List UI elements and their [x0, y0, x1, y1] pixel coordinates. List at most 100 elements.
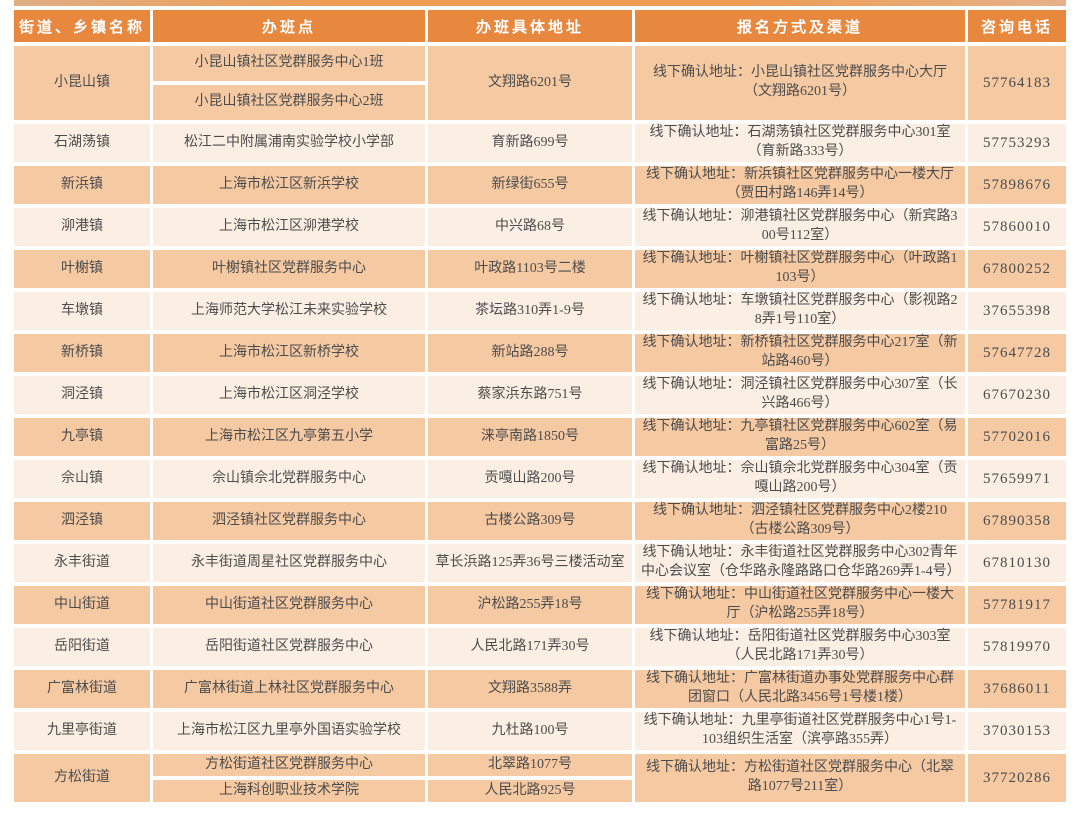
site-cell: 小昆山镇社区党群服务中心1班 — [153, 46, 425, 81]
table-row: 广富林街道 广富林街道上林社区党群服务中心 文翔路3588弄 线下确认地址：广富… — [14, 670, 1066, 708]
phone-cell: 37686011 — [968, 670, 1066, 708]
phone-cell: 67810130 — [968, 544, 1066, 582]
registration-cell: 线下确认地址：九里亭街道社区党群服务中心1号1-103组织生活室（滨亭路355弄… — [635, 712, 965, 750]
town-cell: 新桥镇 — [14, 334, 150, 372]
phone-cell: 57781917 — [968, 586, 1066, 624]
registration-cell: 线下确认地址：佘山镇佘北党群服务中心304室（贡嘎山路200号） — [635, 460, 965, 498]
registration-cell: 线下确认地址：新桥镇社区党群服务中心217室（新站路460号） — [635, 334, 965, 372]
site-cell: 上海科创职业技术学院 — [153, 780, 425, 802]
table-subrow: 上海科创职业技术学院 人民北路925号 — [14, 780, 1066, 802]
town-cell: 新浜镇 — [14, 166, 150, 204]
address-cell: 文翔路3588弄 — [428, 670, 632, 708]
phone-cell: 57898676 — [968, 166, 1066, 204]
header-cell-address: 办班具体地址 — [428, 10, 632, 42]
phone-cell: 57647728 — [968, 334, 1066, 372]
table-row: 九亭镇 上海市松江区九亭第五小学 涞亭南路1850号 线下确认地址：九亭镇社区党… — [14, 418, 1066, 456]
town-cell: 叶榭镇 — [14, 250, 150, 288]
phone-cell: 37030153 — [968, 712, 1066, 750]
class-schedule-table: 街道、乡镇名称 办班点 办班具体地址 报名方式及渠道 咨询电话 小昆山镇 小昆山… — [11, 6, 1069, 806]
town-cell: 岳阳街道 — [14, 628, 150, 666]
table-row: 永丰街道 永丰街道周星社区党群服务中心 草长浜路125弄36号三楼活动室 线下确… — [14, 544, 1066, 582]
address-cell: 人民北路925号 — [428, 780, 632, 802]
phone-cell: 57819970 — [968, 628, 1066, 666]
town-cell: 石湖荡镇 — [14, 124, 150, 162]
town-cell: 小昆山镇 — [14, 46, 150, 120]
address-cell: 沪松路255弄18号 — [428, 586, 632, 624]
site-cell: 方松街道社区党群服务中心 — [153, 754, 425, 776]
town-cell: 佘山镇 — [14, 460, 150, 498]
site-cell: 岳阳街道社区党群服务中心 — [153, 628, 425, 666]
table-row: 中山街道 中山街道社区党群服务中心 沪松路255弄18号 线下确认地址：中山街道… — [14, 586, 1066, 624]
town-cell: 泖港镇 — [14, 208, 150, 246]
registration-cell: 线下确认地址：广富林街道办事处党群服务中心群团窗口（人民北路3456号1号楼1楼… — [635, 670, 965, 708]
header-cell-registration: 报名方式及渠道 — [635, 10, 965, 42]
table-row: 佘山镇 佘山镇佘北党群服务中心 贡嘎山路200号 线下确认地址：佘山镇佘北党群服… — [14, 460, 1066, 498]
address-cell: 新绿街655号 — [428, 166, 632, 204]
registration-cell: 线下确认地址：石湖荡镇社区党群服务中心301室（育新路333号） — [635, 124, 965, 162]
table-row: 石湖荡镇 松江二中附属浦南实验学校小学部 育新路699号 线下确认地址：石湖荡镇… — [14, 124, 1066, 162]
table-row: 车墩镇 上海师范大学松江未来实验学校 茶坛路310弄1-9号 线下确认地址：车墩… — [14, 292, 1066, 330]
address-cell: 人民北路171弄30号 — [428, 628, 632, 666]
address-cell: 茶坛路310弄1-9号 — [428, 292, 632, 330]
site-cell: 上海市松江区九亭第五小学 — [153, 418, 425, 456]
header-cell-site: 办班点 — [153, 10, 425, 42]
phone-cell: 57702016 — [968, 418, 1066, 456]
address-cell: 古楼公路309号 — [428, 502, 632, 540]
phone-cell: 37720286 — [968, 754, 1066, 802]
site-cell: 上海市松江区九里亭外国语实验学校 — [153, 712, 425, 750]
table-subrow: 小昆山镇社区党群服务中心2班 — [14, 85, 1066, 120]
town-cell: 泗泾镇 — [14, 502, 150, 540]
address-cell: 中兴路68号 — [428, 208, 632, 246]
site-cell: 叶榭镇社区党群服务中心 — [153, 250, 425, 288]
town-cell: 中山街道 — [14, 586, 150, 624]
phone-cell: 57753293 — [968, 124, 1066, 162]
table-row: 新浜镇 上海市松江区新浜学校 新绿街655号 线下确认地址：新浜镇社区党群服务中… — [14, 166, 1066, 204]
phone-cell: 57764183 — [968, 46, 1066, 120]
table-row: 泖港镇 上海市松江区泖港学校 中兴路68号 线下确认地址：泖港镇社区党群服务中心… — [14, 208, 1066, 246]
address-cell: 北翠路1077号 — [428, 754, 632, 776]
site-cell: 佘山镇佘北党群服务中心 — [153, 460, 425, 498]
site-cell: 上海市松江区新桥学校 — [153, 334, 425, 372]
registration-cell: 线下确认地址：泗泾镇社区党群服务中心2楼210（古楼公路309号） — [635, 502, 965, 540]
site-cell: 上海市松江区新浜学校 — [153, 166, 425, 204]
town-cell: 车墩镇 — [14, 292, 150, 330]
registration-cell: 线下确认地址：洞泾镇社区党群服务中心307室（长兴路466号） — [635, 376, 965, 414]
top-decorative-strip — [14, 0, 1066, 6]
registration-cell: 线下确认地址：九亭镇社区党群服务中心602室（易富路25号） — [635, 418, 965, 456]
table-row: 岳阳街道 岳阳街道社区党群服务中心 人民北路171弄30号 线下确认地址：岳阳街… — [14, 628, 1066, 666]
table-row: 叶榭镇 叶榭镇社区党群服务中心 叶政路1103号二楼 线下确认地址：叶榭镇社区党… — [14, 250, 1066, 288]
registration-cell: 线下确认地址：中山街道社区党群服务中心一楼大厅（沪松路255弄18号） — [635, 586, 965, 624]
site-cell: 广富林街道上林社区党群服务中心 — [153, 670, 425, 708]
table-row: 洞泾镇 上海市松江区洞泾学校 蔡家浜东路751号 线下确认地址：洞泾镇社区党群服… — [14, 376, 1066, 414]
address-cell: 蔡家浜东路751号 — [428, 376, 632, 414]
town-cell: 方松街道 — [14, 754, 150, 802]
site-cell: 上海市松江区洞泾学校 — [153, 376, 425, 414]
address-cell: 草长浜路125弄36号三楼活动室 — [428, 544, 632, 582]
site-cell: 永丰街道周星社区党群服务中心 — [153, 544, 425, 582]
table-row: 九里亭街道 上海市松江区九里亭外国语实验学校 九杜路100号 线下确认地址：九里… — [14, 712, 1066, 750]
address-cell: 九杜路100号 — [428, 712, 632, 750]
site-cell: 小昆山镇社区党群服务中心2班 — [153, 85, 425, 120]
phone-cell: 67890358 — [968, 502, 1066, 540]
address-cell: 新站路288号 — [428, 334, 632, 372]
registration-cell: 线下确认地址：叶榭镇社区党群服务中心（叶政路1103号） — [635, 250, 965, 288]
header-row: 街道、乡镇名称 办班点 办班具体地址 报名方式及渠道 咨询电话 — [14, 10, 1066, 42]
site-cell: 泗泾镇社区党群服务中心 — [153, 502, 425, 540]
phone-cell: 67800252 — [968, 250, 1066, 288]
phone-cell: 57860010 — [968, 208, 1066, 246]
registration-cell: 线下确认地址：车墩镇社区党群服务中心（影视路28弄1号110室） — [635, 292, 965, 330]
registration-cell: 线下确认地址：永丰街道社区党群服务中心302青年中心会议室（仓华路永隆路路口仓华… — [635, 544, 965, 582]
town-cell: 九里亭街道 — [14, 712, 150, 750]
town-cell: 洞泾镇 — [14, 376, 150, 414]
registration-cell: 线下确认地址：新浜镇社区党群服务中心一楼大厅（贾田村路146弄14号） — [635, 166, 965, 204]
registration-cell: 线下确认地址：方松街道社区党群服务中心（北翠路1077号211室） — [635, 754, 965, 802]
table-row: 小昆山镇 小昆山镇社区党群服务中心1班 文翔路6201号 线下确认地址：小昆山镇… — [14, 46, 1066, 120]
header-cell-phone: 咨询电话 — [968, 10, 1066, 42]
town-cell: 广富林街道 — [14, 670, 150, 708]
site-cell: 中山街道社区党群服务中心 — [153, 586, 425, 624]
site-cell: 松江二中附属浦南实验学校小学部 — [153, 124, 425, 162]
phone-cell: 37655398 — [968, 292, 1066, 330]
registration-cell: 线下确认地址：岳阳街道社区党群服务中心303室（人民北路171弄30号） — [635, 628, 965, 666]
header-cell-town: 街道、乡镇名称 — [14, 10, 150, 42]
